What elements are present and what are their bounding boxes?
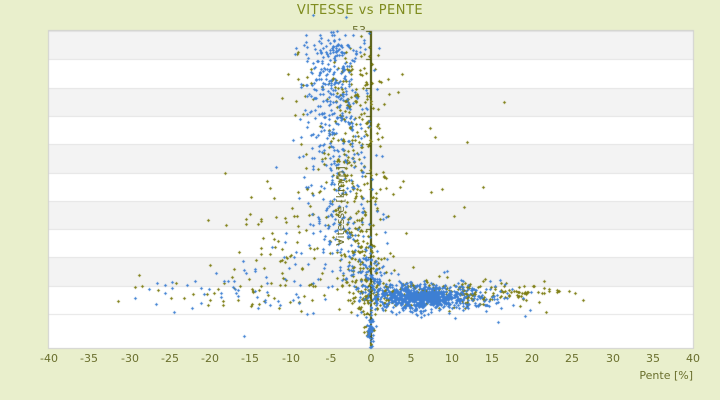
x-tick-label: 20 [525,352,539,365]
x-tick-label: -25 [161,352,179,365]
x-tick-label: 10 [445,352,459,365]
x-tick-label: -20 [201,352,219,365]
x-tick-label: -35 [80,352,98,365]
x-tick-label: -40 [40,352,58,365]
x-tick-label: 25 [565,352,579,365]
x-tick-label: -30 [121,352,139,365]
y-axis-title: Vitesse [km/h] [334,166,347,246]
x-tick-label: -15 [241,352,259,365]
x-tick-label: 40 [686,352,700,365]
x-tick-label: -5 [325,352,337,365]
x-tick-label: 0 [367,352,375,365]
chart-title: VITESSE vs PENTE [296,3,424,18]
x-axis-title: Pente [%] [639,369,693,382]
x-tick-label: 35 [646,352,660,365]
x-tick-label: 5 [407,352,415,365]
x-tick-label: 30 [606,352,620,365]
x-tick-label: -10 [282,352,300,365]
x-tick-label: 15 [485,352,499,365]
